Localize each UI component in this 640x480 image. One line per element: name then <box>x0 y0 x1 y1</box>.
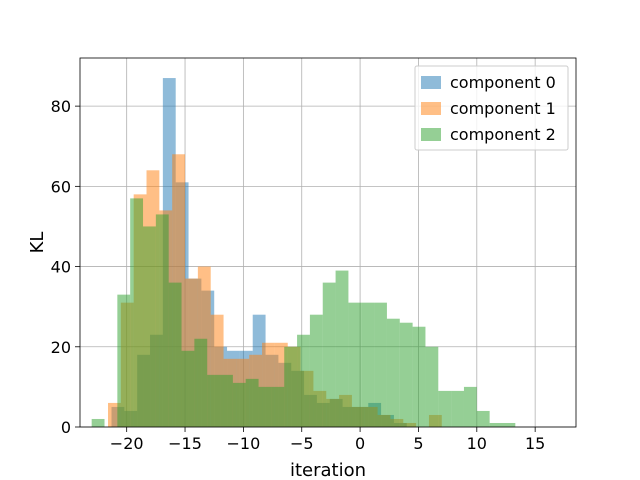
x-tick-label: 15 <box>525 434 545 453</box>
histogram-bar <box>130 198 144 427</box>
histogram-bar <box>386 318 400 427</box>
histogram-bar <box>438 390 452 427</box>
histogram-bar <box>297 334 310 427</box>
x-axis-ticks: −20 −15 −10 −5 0 5 10 15 <box>110 427 545 453</box>
series-2-bars <box>91 198 516 427</box>
legend: component 0 component 1 component 2 <box>414 65 569 151</box>
histogram-bar <box>309 314 323 427</box>
y-axis-label: KL <box>27 232 48 254</box>
y-tick-label: 40 <box>51 258 71 277</box>
histogram-bar <box>143 226 156 427</box>
histogram-bar <box>463 386 477 427</box>
y-tick-label: 20 <box>51 338 71 357</box>
histogram-bar <box>425 346 439 427</box>
legend-box <box>414 65 569 151</box>
histogram-bar <box>399 322 413 427</box>
legend-label: component 0 <box>450 73 556 92</box>
x-tick-label: −20 <box>110 434 144 453</box>
histogram-bar <box>361 302 375 427</box>
histogram-bar <box>232 382 246 427</box>
histogram-bar <box>335 270 349 427</box>
histogram-bar <box>207 374 221 427</box>
histogram-bar <box>284 346 298 427</box>
y-tick-label: 60 <box>51 177 71 196</box>
y-tick-label: 80 <box>51 97 71 116</box>
legend-swatch <box>421 128 441 141</box>
histogram-bar <box>348 302 362 427</box>
histogram-bar <box>181 350 195 427</box>
histogram-bar <box>476 410 490 427</box>
plot-frame <box>79 57 577 428</box>
histogram-bar <box>194 338 208 427</box>
x-tick-label: 10 <box>467 434 487 453</box>
histogram-bar <box>412 326 426 427</box>
y-tick-label: 0 <box>61 418 71 437</box>
histogram-bars <box>91 78 516 427</box>
histogram-bar <box>155 214 169 427</box>
x-tick-label: 5 <box>413 434 423 453</box>
histogram-bar <box>245 378 259 427</box>
y-axis-ticks: 0 20 40 60 80 <box>51 97 80 437</box>
histogram-bar <box>91 418 105 427</box>
histogram-bar <box>271 386 285 427</box>
x-tick-label: −15 <box>168 434 202 453</box>
histogram-bar <box>168 282 182 427</box>
legend-swatch <box>421 76 441 89</box>
histogram-bar <box>489 422 503 427</box>
histogram-bar <box>117 294 131 427</box>
x-axis-label: iteration <box>290 460 366 480</box>
legend-swatch <box>421 102 441 115</box>
histogram-bar <box>451 390 464 427</box>
histogram-bar <box>502 422 516 427</box>
legend-label: component 1 <box>450 99 556 118</box>
histogram-bar <box>258 386 272 427</box>
histogram-bar <box>322 282 336 427</box>
histogram-bar <box>374 302 387 427</box>
legend-label: component 2 <box>450 125 556 144</box>
x-tick-label: 0 <box>355 434 365 453</box>
histogram-bar <box>220 374 233 427</box>
x-tick-label: −10 <box>227 434 261 453</box>
x-tick-label: −5 <box>290 434 314 453</box>
